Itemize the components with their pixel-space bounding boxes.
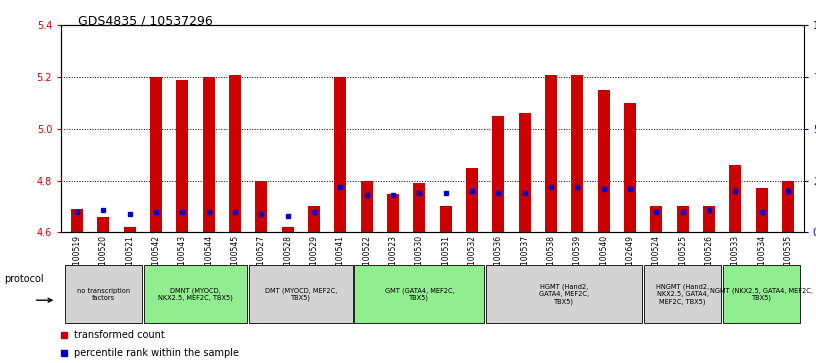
FancyBboxPatch shape — [486, 265, 642, 323]
Bar — [282, 227, 294, 232]
Bar — [308, 207, 320, 232]
Text: transformed count: transformed count — [74, 330, 165, 340]
Bar — [124, 227, 135, 232]
Bar — [545, 74, 557, 232]
Bar — [466, 168, 478, 232]
FancyBboxPatch shape — [723, 265, 800, 323]
Text: GMT (GATA4, MEF2C,
TBX5): GMT (GATA4, MEF2C, TBX5) — [384, 287, 455, 301]
Bar — [492, 116, 504, 232]
Text: NGMT (NKX2.5, GATA4, MEF2C,
TBX5): NGMT (NKX2.5, GATA4, MEF2C, TBX5) — [710, 287, 813, 301]
Text: HGMT (Hand2,
GATA4, MEF2C,
TBX5): HGMT (Hand2, GATA4, MEF2C, TBX5) — [539, 284, 589, 305]
Bar — [756, 188, 768, 232]
Bar — [519, 113, 530, 232]
Text: HNGMT (Hand2,
NKX2.5, GATA4,
MEF2C, TBX5): HNGMT (Hand2, NKX2.5, GATA4, MEF2C, TBX5… — [656, 284, 709, 305]
Bar — [782, 181, 794, 232]
FancyBboxPatch shape — [249, 265, 353, 323]
FancyBboxPatch shape — [64, 265, 142, 323]
Bar — [150, 77, 162, 232]
Bar — [229, 74, 241, 232]
Bar — [730, 165, 741, 232]
Bar — [571, 74, 583, 232]
Bar — [597, 90, 610, 232]
Bar — [703, 207, 715, 232]
Bar — [361, 181, 373, 232]
Bar — [176, 80, 188, 232]
Text: DMNT (MYOCD,
NKX2.5, MEF2C, TBX5): DMNT (MYOCD, NKX2.5, MEF2C, TBX5) — [158, 287, 233, 301]
FancyBboxPatch shape — [354, 265, 485, 323]
Bar — [414, 183, 425, 232]
Bar — [255, 181, 268, 232]
Text: no transcription
factors: no transcription factors — [77, 287, 130, 301]
Bar — [676, 207, 689, 232]
Bar — [97, 217, 109, 232]
Bar — [387, 193, 399, 232]
FancyBboxPatch shape — [644, 265, 721, 323]
Bar — [624, 103, 636, 232]
Bar — [650, 207, 663, 232]
Text: DMT (MYOCD, MEF2C,
TBX5): DMT (MYOCD, MEF2C, TBX5) — [264, 287, 337, 301]
Bar — [335, 77, 346, 232]
FancyBboxPatch shape — [144, 265, 247, 323]
Text: percentile rank within the sample: percentile rank within the sample — [74, 348, 239, 358]
Bar — [440, 207, 451, 232]
Bar — [71, 209, 83, 232]
Bar — [202, 77, 215, 232]
Text: protocol: protocol — [4, 274, 44, 284]
Text: GDS4835 / 10537296: GDS4835 / 10537296 — [78, 15, 212, 28]
